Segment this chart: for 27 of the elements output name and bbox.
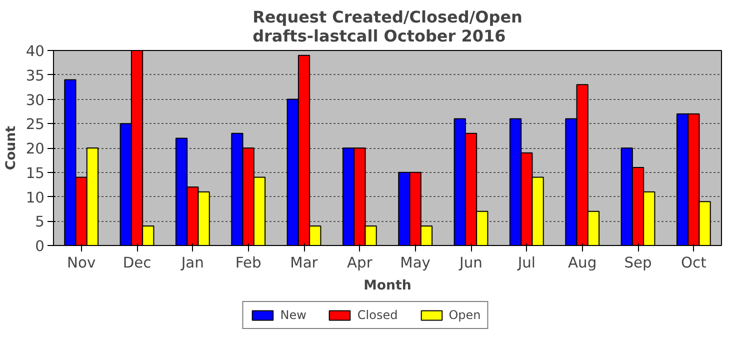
y-tick-label: 0 <box>35 238 45 255</box>
y-tick-label: 10 <box>26 189 45 206</box>
y-tick-label: 20 <box>26 140 45 158</box>
chart-title: Request Created/Closed/Open drafts-lastcall October 2016 <box>252 8 522 46</box>
x-tick-label: Mar <box>290 254 319 272</box>
y-tick-label: 35 <box>26 67 45 84</box>
x-tick-label: Aug <box>568 254 597 272</box>
legend-label: Open <box>448 308 481 322</box>
x-tick-label: Jun <box>458 254 482 272</box>
y-tick-label: 25 <box>26 116 45 134</box>
y-tick-label: 40 <box>26 43 45 60</box>
x-axis-title: Month <box>364 278 412 294</box>
x-tick-label: Dec <box>122 254 152 272</box>
x-tick-label: Jul <box>516 254 536 272</box>
x-tick-label: May <box>400 254 431 272</box>
x-tick-label: Feb <box>235 254 262 272</box>
x-tick-label: Nov <box>67 254 96 272</box>
legend-label: New <box>280 308 306 322</box>
y-tick-label: 15 <box>26 164 45 182</box>
y-tick-label: 30 <box>26 92 45 109</box>
y-tick-label: 5 <box>35 214 45 231</box>
x-tick-label: Jan <box>180 254 204 272</box>
x-tick-label: Apr <box>346 254 374 272</box>
legend-label: Closed <box>357 308 398 322</box>
x-tick-label: Sep <box>624 254 652 272</box>
x-tick-label: Oct <box>680 254 707 272</box>
y-axis-title: Count <box>4 125 19 170</box>
